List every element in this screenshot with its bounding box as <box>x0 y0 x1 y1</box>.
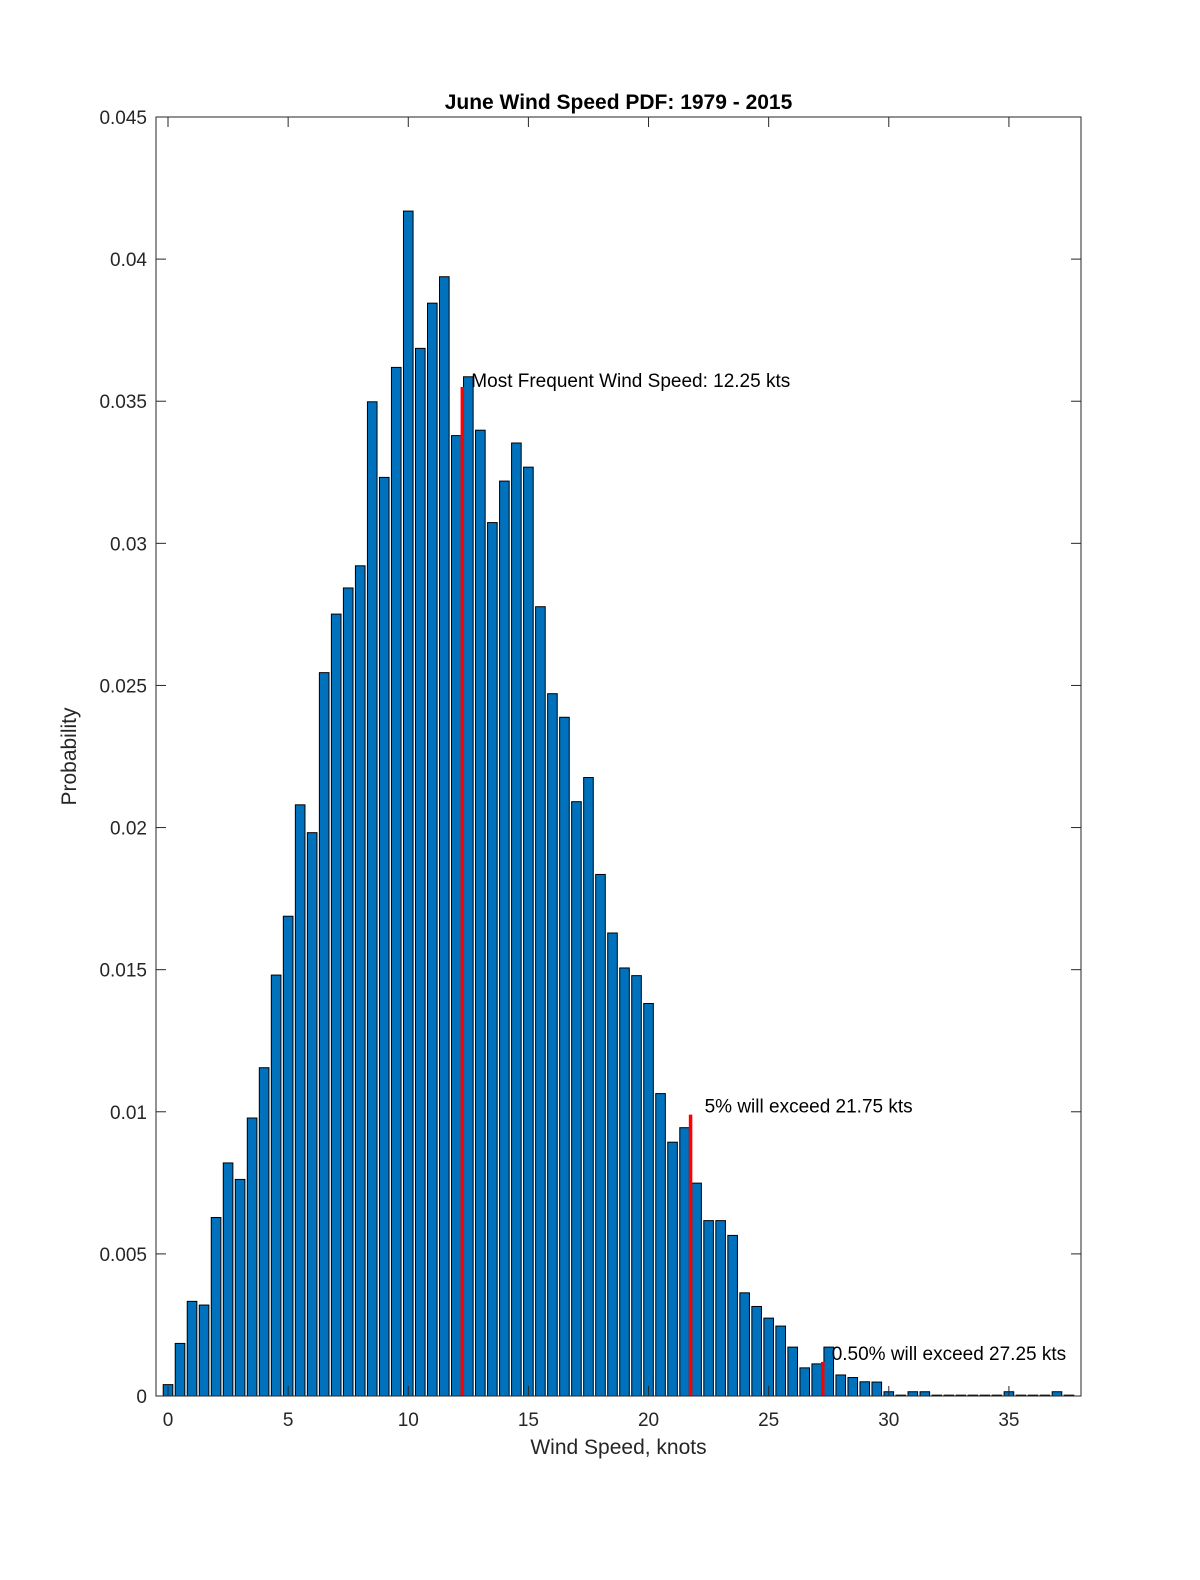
histogram-bar <box>294 804 306 1397</box>
histogram-bar <box>871 1381 883 1397</box>
histogram-bar <box>174 1342 186 1397</box>
histogram-bar <box>463 376 474 1397</box>
histogram-bar <box>1051 1391 1063 1397</box>
histogram-bar <box>330 613 342 1397</box>
histogram-bar <box>414 347 426 1397</box>
x-tick-label: 25 <box>758 1410 779 1431</box>
histogram-bar <box>847 1377 859 1397</box>
histogram-bar <box>390 366 402 1397</box>
histogram-bar <box>919 1391 931 1397</box>
histogram-bar <box>535 606 546 1397</box>
histogram-bar <box>318 672 330 1397</box>
y-tick-label: 0.005 <box>99 1245 147 1266</box>
histogram-bar <box>378 476 390 1397</box>
histogram-bar <box>907 1391 919 1397</box>
histogram-bar <box>186 1300 198 1397</box>
histogram-bar <box>775 1325 786 1397</box>
histogram-bar <box>679 1127 690 1397</box>
histogram-bar <box>366 401 378 1397</box>
histogram-bar <box>715 1220 726 1397</box>
markers-group: Most Frequent Wind Speed: 12.25 kts 5% wi… <box>460 371 1066 1396</box>
y-axis-label: Probability <box>58 707 81 806</box>
ticks-group: 0 5 10 15 20 25 30 35 0 0.005 0.01 0.015 0.02 0.025 0.… <box>99 108 1081 1431</box>
y-tick-label: 0.035 <box>99 392 147 413</box>
histogram-bar <box>342 587 354 1397</box>
histogram-bar <box>787 1346 798 1397</box>
histogram-bar <box>487 522 498 1397</box>
y-tick-label: 0.03 <box>110 534 147 555</box>
histogram-bar <box>643 1002 654 1397</box>
histogram-bar <box>451 435 462 1397</box>
histogram-bar <box>619 967 630 1397</box>
histogram-bar <box>475 429 486 1397</box>
histogram-bar <box>811 1363 823 1397</box>
histogram-bar <box>426 302 438 1397</box>
histogram-bar <box>655 1093 666 1397</box>
y-tick-label: 0.045 <box>99 108 147 129</box>
histogram-bar <box>691 1182 702 1397</box>
x-axis-label: Wind Speed, knots <box>530 1436 706 1459</box>
y-tick-label: 0 <box>136 1387 147 1408</box>
histogram-bar <box>703 1220 714 1397</box>
histogram-bar <box>595 873 606 1397</box>
histogram-bar <box>799 1367 811 1397</box>
histogram-bar <box>547 693 558 1397</box>
histogram-bar <box>835 1374 847 1397</box>
histogram-bar <box>402 210 414 1397</box>
y-tick-label: 0.025 <box>99 676 147 697</box>
x-tick-label: 15 <box>518 1410 539 1431</box>
histogram-bar <box>210 1217 222 1397</box>
histogram-bar <box>499 480 510 1397</box>
histogram-bar <box>631 975 642 1397</box>
marker-annotation: 0.50% will exceed 27.25 kts <box>832 1344 1066 1365</box>
x-tick-label: 20 <box>638 1410 659 1431</box>
marker-annotation: Most Frequent Wind Speed: 12.25 kts <box>471 371 790 392</box>
y-tick-label: 0.04 <box>110 250 147 271</box>
x-tick-label: 10 <box>398 1410 419 1431</box>
y-tick-label: 0.01 <box>110 1103 147 1124</box>
histogram-bar <box>859 1381 871 1397</box>
histogram-bar <box>607 932 618 1397</box>
plot-frame <box>155 116 1082 1397</box>
histogram-bar <box>559 716 570 1397</box>
histogram-bar <box>222 1162 234 1397</box>
histogram-bar <box>583 777 594 1397</box>
histogram-bar <box>282 915 294 1397</box>
y-tick-label: 0.015 <box>99 961 147 982</box>
histogram-bar <box>246 1117 258 1397</box>
histogram-bar <box>667 1141 678 1397</box>
x-tick-label: 30 <box>878 1410 899 1431</box>
histogram-bar <box>198 1304 210 1397</box>
chart-title: June Wind Speed PDF: 1979 - 2015 <box>445 91 793 114</box>
x-tick-label: 0 <box>163 1410 174 1431</box>
histogram-bar <box>439 276 450 1397</box>
histogram-bar <box>739 1292 750 1397</box>
histogram-bar <box>763 1317 774 1397</box>
histogram-bar <box>234 1178 246 1397</box>
histogram-bar <box>571 801 582 1397</box>
marker-annotation: 5% will exceed 21.75 kts <box>705 1097 913 1118</box>
x-tick-label: 35 <box>998 1410 1019 1431</box>
histogram-bar <box>270 974 282 1397</box>
histogram-bar <box>258 1067 270 1397</box>
histogram-bar <box>523 466 534 1397</box>
y-tick-label: 0.02 <box>110 819 147 840</box>
x-tick-label: 5 <box>283 1410 294 1431</box>
histogram-bar <box>727 1234 738 1397</box>
histogram-bar <box>511 442 522 1397</box>
histogram-bar <box>354 565 366 1397</box>
histogram-bar <box>751 1305 762 1397</box>
histogram-bar <box>306 832 318 1397</box>
